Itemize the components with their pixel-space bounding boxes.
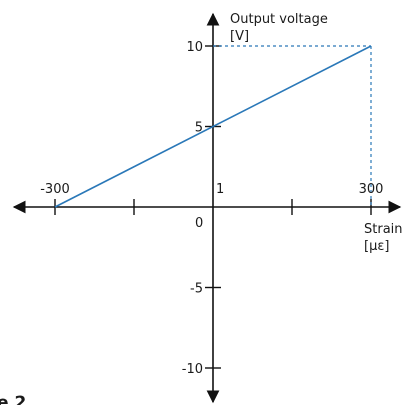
y-tick-label: -10 [182,362,203,377]
y-axis-unit: [V] [230,29,249,44]
y-tick-label: 10 [186,40,203,55]
point-label: 1 [216,182,224,197]
y-tick-label: -5 [190,282,203,297]
reference-lines [213,45,372,207]
y-axis-label: Output voltage [230,12,328,27]
x-axis-label: Strain [364,222,403,237]
x-tick-label: 300 [359,182,384,197]
series-group [54,45,372,208]
origin-label: 0 [195,216,203,231]
x-tick-label: -300 [40,182,70,197]
y-tick-labels: 10 5 -5 -10 [182,40,203,377]
series-line [54,45,372,208]
figure-caption: e 2 [0,393,26,405]
x-tick-labels: -300 300 [40,182,383,197]
y-tick-label: 5 [195,121,203,136]
x-axis-unit: [µε] [364,239,389,254]
